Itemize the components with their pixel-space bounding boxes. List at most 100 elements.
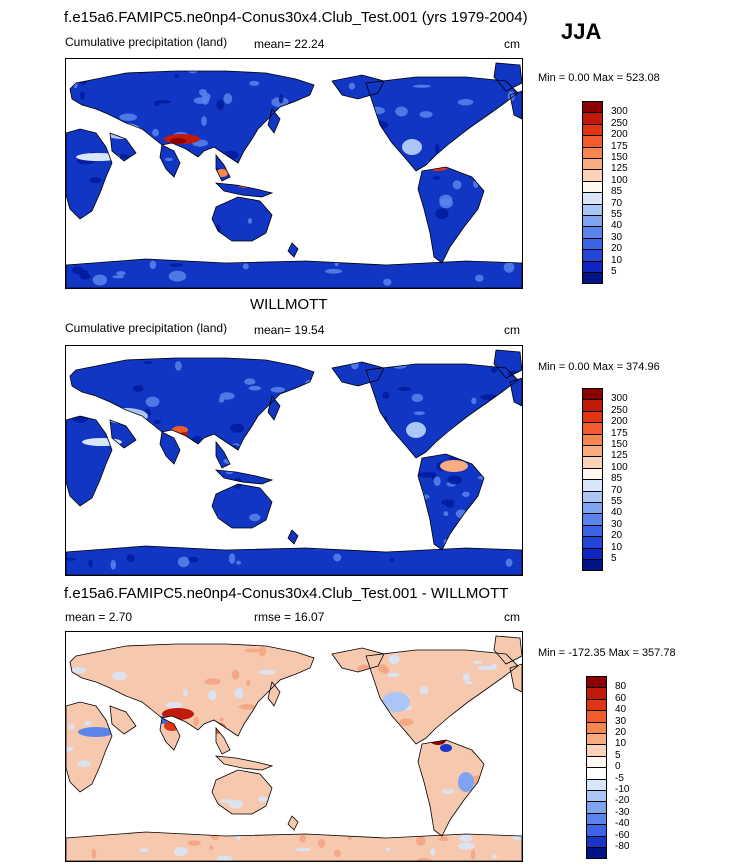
land-africa (66, 416, 112, 506)
colorbar-tick-label: 200 (611, 416, 628, 428)
panel-title: f.e15a6.FAMIPC5.ne0np4-Conus30x4.Club_Te… (64, 585, 509, 602)
coastline-africa (66, 415, 113, 507)
land-europeE (510, 378, 522, 406)
colorbar-tick-label: 0 (615, 761, 621, 773)
colorbar-tick-label: 20 (615, 727, 627, 738)
coastline-indonesia (214, 469, 274, 485)
coastline-namerica (365, 76, 519, 172)
minmax-label: Min = -172.35 Max = 357.78 (538, 647, 676, 659)
colorbar-tick-label: 300 (611, 106, 628, 118)
minmax-label: Min = 0.00 Max = 523.08 (538, 72, 660, 84)
variable-label: Cumulative precipitation (land) (65, 35, 228, 49)
land-namerica (366, 364, 518, 458)
panel-title: WILLMOTT (250, 296, 328, 313)
land-australia (212, 197, 272, 241)
coastline-eurasia (69, 357, 315, 451)
colorbar-tick-label: -60 (615, 829, 630, 841)
colorbar-tick-label: 5 (615, 749, 621, 761)
coastline-antarctica (66, 831, 522, 861)
coastline-seasia (215, 726, 231, 755)
land-australia (212, 770, 272, 814)
colorbar-tick-label: 40 (611, 220, 623, 232)
coastline-namerica (365, 649, 519, 745)
colorbar-tick-label: -10 (615, 784, 630, 795)
land-japan (268, 396, 280, 420)
land-europeE (510, 664, 522, 692)
coastline-greenland (493, 62, 522, 92)
coastline-australia (211, 483, 273, 529)
colorbar-tick-label: 250 (611, 404, 628, 416)
land-eurasia (70, 644, 314, 736)
land-arabia (110, 706, 136, 734)
coastline-eurasia (69, 70, 315, 164)
land-eurasia (70, 71, 314, 163)
land-namerica (366, 77, 518, 171)
coastline-eurasia (69, 643, 315, 737)
land-antarctica (66, 832, 522, 861)
coastline-nz (287, 815, 299, 831)
colorbar-tick-label: -40 (615, 818, 630, 830)
colorbar-tick-label: 55 (611, 209, 623, 220)
colorbar-swatch (586, 847, 607, 860)
land-greenland (494, 636, 522, 664)
land-antarctica (66, 546, 522, 575)
land-africa (66, 702, 112, 792)
coastline-alaska (331, 647, 385, 673)
coastline-japan (267, 108, 281, 134)
world-map (66, 62, 522, 288)
season-label: JJA (561, 19, 602, 44)
land-india (160, 432, 180, 464)
minmax-label: Min = 0.00 Max = 374.96 (538, 361, 660, 373)
colorbar-tick-label: -30 (615, 806, 630, 818)
colorbar-tick-label: -5 (615, 772, 624, 784)
colorbar-tick-label: 150 (611, 152, 628, 163)
coastline-australia (211, 769, 273, 815)
map-plot-obs (65, 345, 523, 576)
coastline-india (159, 144, 181, 178)
coastline-nz (287, 529, 299, 545)
variable-label: Cumulative precipitation (land) (65, 321, 228, 335)
colorbar-tick-label: 85 (611, 186, 623, 198)
land-samerica (418, 167, 484, 263)
colorbar-tick-label: 60 (615, 692, 627, 704)
units-label: cm (504, 37, 520, 51)
colorbar-tick-label: 175 (611, 140, 628, 152)
colorbar-tick-label: -80 (615, 841, 630, 852)
land-indonesia (216, 183, 272, 197)
map-plot-diff (65, 631, 523, 862)
colorbar-model: 300 250 200 175 150 125 100 85 70 55 40 30 20 10 5 (582, 101, 642, 285)
land-africa (66, 129, 112, 219)
colorbar-tick-label: 300 (611, 393, 628, 405)
colorbar-tick-label: 40 (615, 704, 627, 716)
colorbar-tick-label: 30 (615, 715, 627, 727)
coastline-europeE (509, 663, 522, 693)
colorbar-swatch (582, 559, 603, 572)
coastline-greenland (493, 349, 522, 379)
coastline-namerica (365, 363, 519, 459)
world-map (66, 349, 522, 575)
coastline-indonesia (214, 755, 274, 771)
coastline-europeE (509, 90, 522, 120)
colorbar-tick-label: 125 (611, 450, 628, 462)
colorbar-tick-label: 10 (611, 541, 623, 553)
land-seasia (216, 442, 230, 468)
colorbar-swatch (582, 272, 603, 285)
colorbar-tick-label: 70 (611, 197, 623, 209)
units-label: cm (504, 610, 520, 624)
colorbar-tick-label: 200 (611, 129, 628, 141)
coastline-india (159, 717, 181, 751)
colorbar-tick-label: 250 (611, 117, 628, 129)
coastline-africa (66, 701, 113, 793)
land-nz (288, 530, 298, 544)
coastline-seasia (215, 440, 231, 469)
colorbar-tick-label: 100 (611, 174, 628, 186)
coastline-arabia (109, 419, 137, 449)
coastline-india (159, 431, 181, 465)
units-label: cm (504, 323, 520, 337)
land-arabia (110, 133, 136, 161)
colorbar-tick-label: 175 (611, 427, 628, 439)
land-samerica (418, 740, 484, 836)
land-nz (288, 816, 298, 830)
colorbar-obs: 300 250 200 175 150 125 100 85 70 55 40 30 20 10 5 (582, 388, 642, 572)
mean-label: mean= 22.24 (254, 37, 325, 51)
